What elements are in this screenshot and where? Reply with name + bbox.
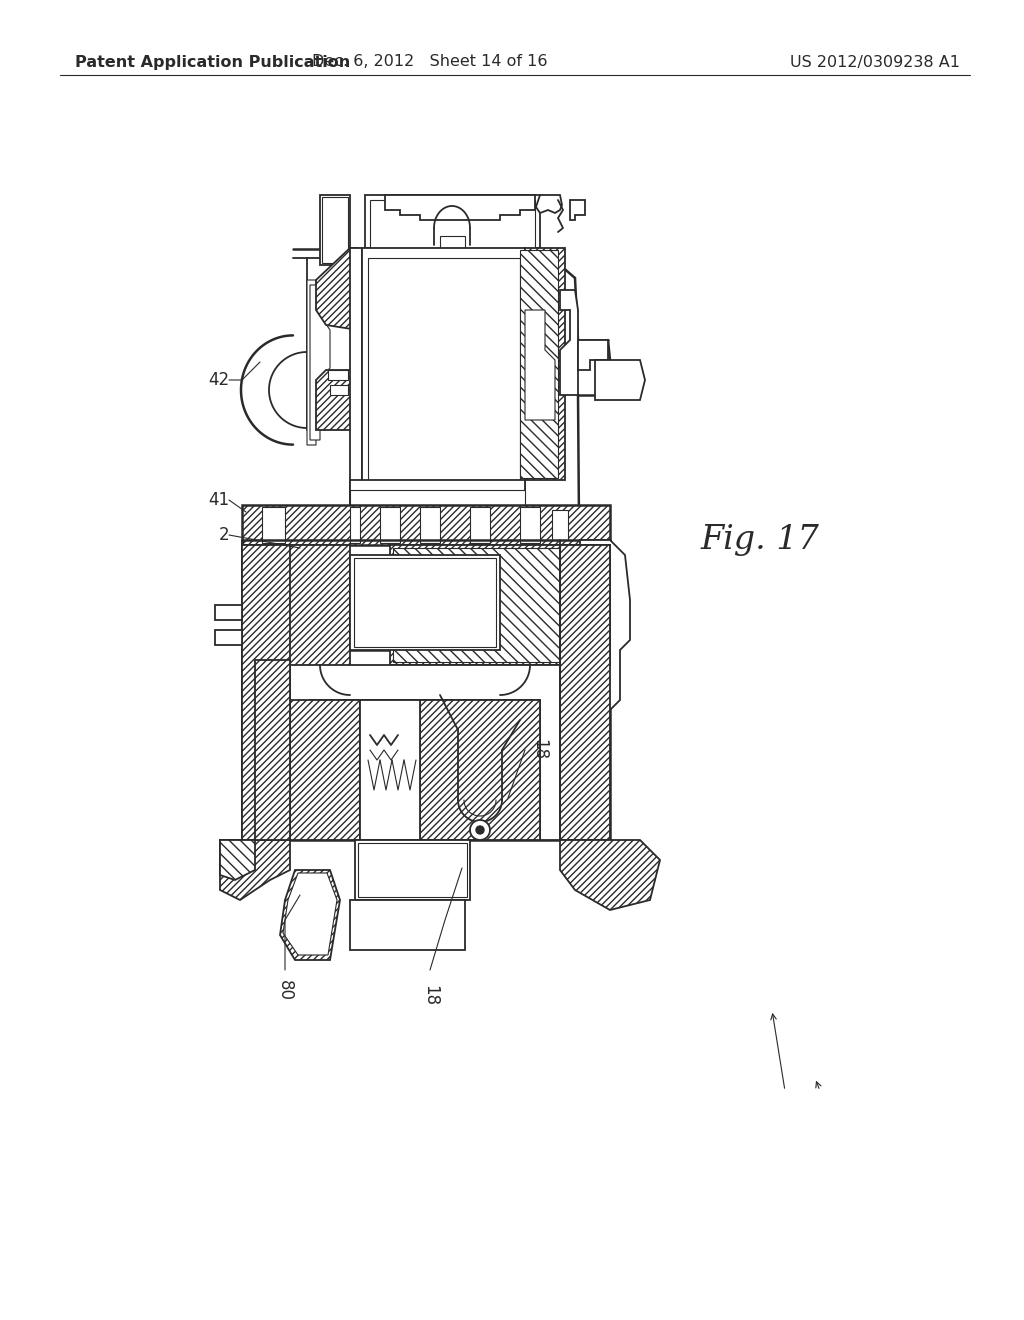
Polygon shape [290, 665, 560, 840]
Polygon shape [578, 341, 608, 370]
Polygon shape [310, 285, 330, 440]
Polygon shape [215, 605, 242, 620]
Polygon shape [440, 236, 465, 248]
Polygon shape [420, 700, 540, 840]
Polygon shape [322, 197, 348, 263]
Text: 41: 41 [208, 491, 229, 510]
Text: 18: 18 [421, 985, 439, 1006]
Polygon shape [316, 248, 358, 330]
Polygon shape [580, 540, 630, 840]
Polygon shape [350, 248, 362, 506]
Polygon shape [328, 370, 348, 380]
Polygon shape [520, 249, 558, 478]
Polygon shape [560, 290, 578, 395]
Polygon shape [350, 480, 525, 506]
Circle shape [470, 820, 490, 840]
Polygon shape [520, 507, 540, 543]
Text: Patent Application Publication: Patent Application Publication [75, 54, 350, 70]
Polygon shape [316, 370, 358, 430]
Polygon shape [350, 554, 500, 649]
Polygon shape [552, 510, 568, 540]
Polygon shape [368, 257, 520, 480]
Polygon shape [242, 506, 610, 545]
Polygon shape [280, 870, 340, 960]
Polygon shape [365, 195, 540, 248]
Polygon shape [350, 507, 360, 543]
Polygon shape [350, 900, 465, 950]
Polygon shape [360, 700, 420, 840]
Polygon shape [310, 700, 540, 840]
Text: 18: 18 [530, 739, 548, 760]
Polygon shape [242, 545, 350, 710]
Polygon shape [242, 545, 290, 840]
Polygon shape [380, 507, 400, 543]
Polygon shape [307, 280, 326, 445]
Text: US 2012/0309238 A1: US 2012/0309238 A1 [790, 54, 961, 70]
Polygon shape [560, 840, 660, 909]
Polygon shape [536, 195, 562, 213]
Circle shape [476, 826, 484, 834]
Polygon shape [350, 490, 525, 506]
Polygon shape [330, 385, 348, 395]
Polygon shape [255, 660, 290, 840]
Text: Dec. 6, 2012   Sheet 14 of 16: Dec. 6, 2012 Sheet 14 of 16 [312, 54, 548, 70]
Polygon shape [362, 248, 525, 490]
Polygon shape [525, 310, 555, 420]
Polygon shape [390, 545, 610, 665]
Text: 2: 2 [218, 525, 229, 544]
Polygon shape [525, 248, 565, 480]
Polygon shape [393, 548, 607, 663]
Polygon shape [570, 201, 585, 220]
Text: 80: 80 [276, 979, 294, 1001]
Polygon shape [358, 843, 467, 898]
Polygon shape [370, 201, 535, 248]
Polygon shape [385, 195, 535, 220]
Polygon shape [560, 545, 610, 840]
Polygon shape [220, 840, 290, 900]
Text: Fig. 17: Fig. 17 [700, 524, 819, 556]
Polygon shape [215, 630, 242, 645]
Polygon shape [595, 360, 645, 400]
Polygon shape [319, 195, 350, 265]
Polygon shape [220, 840, 255, 880]
Polygon shape [355, 840, 470, 900]
Polygon shape [290, 700, 360, 840]
Polygon shape [354, 558, 496, 647]
Text: 42: 42 [208, 371, 229, 389]
Polygon shape [470, 507, 490, 543]
Polygon shape [262, 507, 285, 543]
Polygon shape [420, 507, 440, 543]
Polygon shape [283, 873, 337, 954]
